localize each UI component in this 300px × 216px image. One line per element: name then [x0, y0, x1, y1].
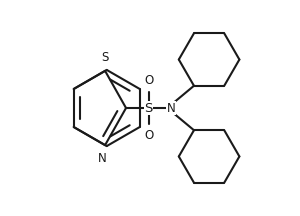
Text: N: N [98, 152, 107, 165]
Text: O: O [144, 129, 153, 142]
Text: S: S [144, 102, 153, 114]
Text: S: S [101, 51, 109, 64]
Text: O: O [144, 74, 153, 87]
Text: N: N [167, 102, 176, 114]
